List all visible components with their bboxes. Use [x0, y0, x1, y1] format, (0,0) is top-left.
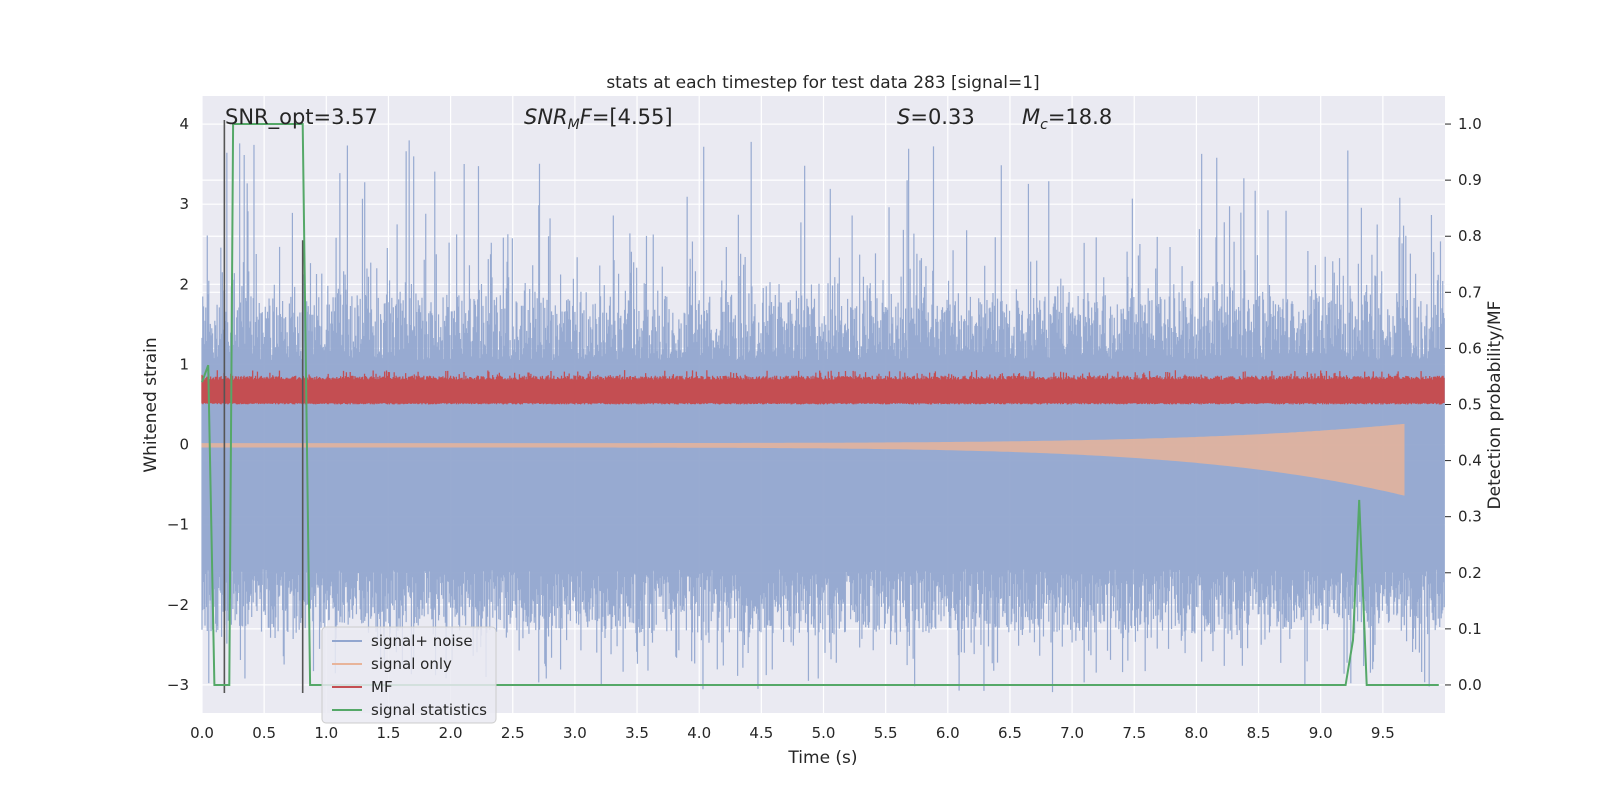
x-axis-ticks: 0.0 0.5 1.0 1.5 2.0 2.5 3.0 3.5 4.0 4.5 5.0 5.5 6.0 6… [190, 724, 1395, 742]
x-tick-label-19: 9.5 [1371, 724, 1395, 742]
y2-tick-label-4: 0.4 [1458, 452, 1482, 470]
y-tick-label-4: 1 [179, 355, 189, 373]
y2-tick-label-8: 0.8 [1458, 227, 1482, 245]
x-tick-label-5: 2.5 [501, 724, 525, 742]
x-tick-label-14: 7.0 [1060, 724, 1084, 742]
annotation-s: S=0.33 [897, 105, 975, 129]
y2-tick-label-2: 0.2 [1458, 564, 1482, 582]
annotation-snr-opt: SNR_opt=3.57 [225, 105, 378, 130]
legend: signal+ noise signal only MF signal statist… [321, 626, 497, 724]
annotation-snr-mf: SNRMF=[4.55] [524, 105, 673, 133]
x-tick-label-12: 6.0 [936, 724, 960, 742]
y-tick-label-2: −1 [167, 516, 189, 534]
y-tick-label-0: −3 [167, 676, 189, 694]
y2-tick-label-1: 0.1 [1458, 620, 1482, 638]
y2-tick-label-9: 0.9 [1458, 171, 1482, 189]
x-tick-label-8: 4.0 [687, 724, 711, 742]
legend-label-0: signal+ noise [371, 632, 473, 650]
plot-content [201, 120, 1445, 693]
y-tick-label-6: 3 [179, 195, 189, 213]
y-tick-label-7: 4 [179, 115, 189, 133]
annotations: SNR_opt=3.57 SNRMF=[4.55] S=0.33 Mc=18.8 [225, 105, 1112, 133]
y-axis-ticks: −3 −2 −1 0 1 2 3 4 [167, 115, 189, 694]
signal-statistics-trace [201, 123, 1439, 686]
y2-tick-label-7: 0.7 [1458, 283, 1482, 301]
y2-tick-label-3: 0.3 [1458, 508, 1482, 526]
y2-tick-label-5: 0.5 [1458, 396, 1482, 414]
series-signal-only [201, 423, 1405, 496]
x-tick-label-10: 5.0 [812, 724, 836, 742]
x-axis-label: Time (s) [787, 748, 857, 768]
x-tick-label-0: 0.0 [190, 724, 214, 742]
x-tick-label-3: 1.5 [377, 724, 401, 742]
x-tick-label-17: 8.5 [1247, 724, 1271, 742]
x-tick-label-15: 7.5 [1122, 724, 1146, 742]
chirp-trace [201, 423, 1405, 496]
x-tick-label-9: 4.5 [749, 724, 773, 742]
y2-tick-label-0: 0.0 [1458, 676, 1482, 694]
y-tick-label-1: −2 [167, 596, 189, 614]
series-mf [201, 370, 1445, 405]
y-axis-right-label: Detection probability/MF [1485, 301, 1505, 510]
x-tick-label-18: 9.0 [1309, 724, 1333, 742]
x-tick-label-11: 5.5 [874, 724, 898, 742]
y-tick-label-3: 0 [179, 436, 189, 454]
chart-title: stats at each timestep for test data 283… [606, 73, 1039, 93]
x-tick-label-6: 3.0 [563, 724, 587, 742]
x-tick-label-4: 2.0 [439, 724, 463, 742]
x-tick-label-7: 3.5 [625, 724, 649, 742]
legend-label-3: signal statistics [371, 701, 487, 719]
series-signal-statistics [201, 123, 1439, 686]
y2-tick-label-6: 0.6 [1458, 339, 1482, 357]
y-axis-right-ticks: 0.0 0.1 0.2 0.3 0.4 0.5 0.6 0.7 0.8 0.9 1.0 [1445, 115, 1482, 694]
x-tick-label-16: 8.0 [1184, 724, 1208, 742]
annotation-mc: Mc=18.8 [1022, 105, 1112, 133]
vertical-markers [223, 120, 304, 693]
x-tick-label-2: 1.0 [314, 724, 338, 742]
legend-label-1: signal only [371, 655, 452, 673]
mf-trace [201, 370, 1445, 405]
y-tick-label-5: 2 [179, 275, 189, 293]
legend-label-2: MF [371, 678, 393, 696]
x-tick-label-13: 6.5 [998, 724, 1022, 742]
y2-tick-label-10: 1.0 [1458, 115, 1482, 133]
legend-box [321, 626, 497, 724]
x-tick-label-1: 0.5 [252, 724, 276, 742]
y-axis-label: Whitened strain [141, 337, 161, 472]
